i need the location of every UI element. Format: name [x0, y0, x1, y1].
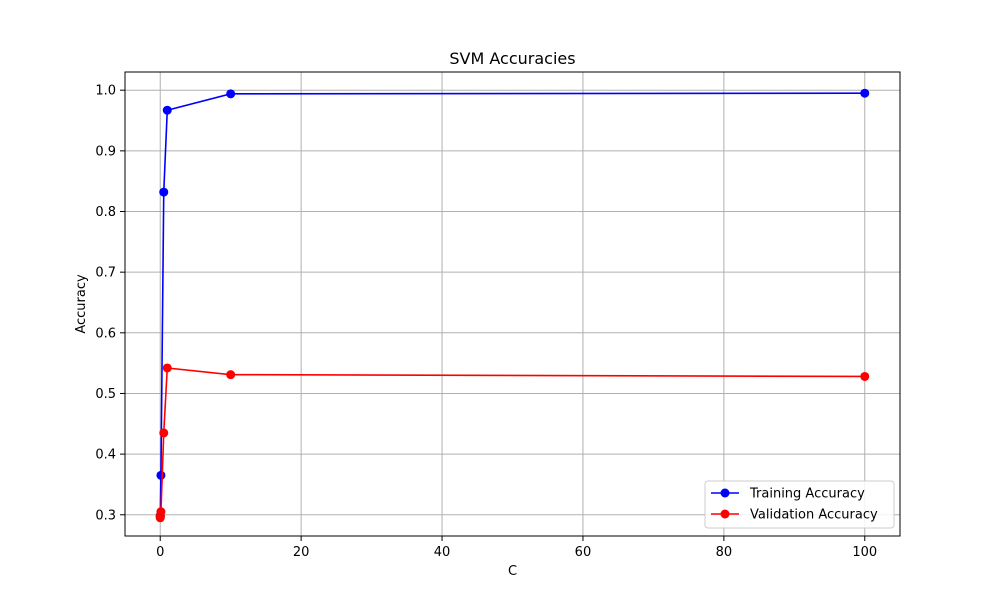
y-tick-label: 0.6: [95, 326, 116, 341]
legend-entry-label: Training Accuracy: [749, 487, 865, 502]
x-tick-label: 20: [293, 545, 310, 560]
legend-box: [704, 480, 895, 529]
x-axis-label: C: [508, 564, 517, 579]
data-point: [162, 363, 172, 373]
x-tick-label: 40: [434, 545, 451, 560]
x-tick-label: 80: [716, 545, 733, 560]
plot-frame: [124, 71, 901, 537]
legend: Training Accuracy Validation Accuracy: [704, 480, 895, 529]
legend-swatch-marker: [720, 488, 730, 498]
y-tick-label: 0.4: [95, 448, 116, 463]
y-axis-label: Accuracy: [74, 274, 89, 334]
data-point: [159, 428, 169, 438]
y-tick-label: 1.0: [95, 84, 116, 99]
x-tick-label: 60: [575, 545, 592, 560]
y-tick-label: 0.7: [95, 266, 116, 281]
data-point: [860, 88, 870, 98]
data-point: [162, 105, 172, 115]
legend-entry-label: Validation Accuracy: [750, 508, 878, 523]
x-tick-label: 0: [156, 545, 164, 560]
chart-title: SVM Accuracies: [449, 49, 575, 68]
y-tick-label: 0.3: [95, 508, 116, 523]
data-point: [226, 370, 236, 380]
y-tick-label: 0.8: [95, 205, 116, 220]
y-tick-label: 0.5: [95, 387, 116, 402]
data-point: [156, 470, 166, 480]
y-tick-label: 0.9: [95, 144, 116, 159]
x-tick-label: 100: [852, 545, 877, 560]
data-point: [860, 371, 870, 381]
legend-swatch-marker: [720, 509, 730, 519]
data-point: [226, 89, 236, 99]
ticks: 0 20 40 60 80 100 0.3 0.4 0.5 0.6 0.7 0.8 0.9 1.0: [95, 84, 877, 560]
data-point: [156, 507, 166, 517]
data-point: [159, 187, 169, 197]
grid: [125, 72, 900, 536]
series-layer: [155, 88, 870, 523]
series-1: [155, 363, 870, 523]
